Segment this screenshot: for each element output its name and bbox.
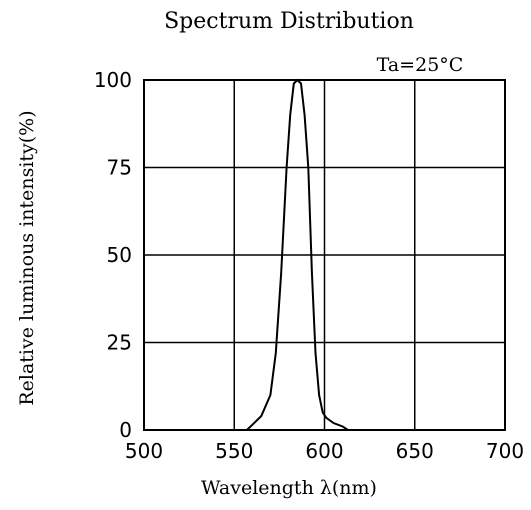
x-tick-label: 500 xyxy=(125,439,163,463)
grid xyxy=(144,80,505,430)
x-tick-label: 650 xyxy=(396,439,434,463)
x-tick-label: 700 xyxy=(486,439,524,463)
chart-title: Spectrum Distribution xyxy=(164,9,414,34)
x-axis-label: Wavelength λ(nm) xyxy=(201,477,377,499)
y-tick-label: 100 xyxy=(94,68,132,92)
y-tick-label: 75 xyxy=(107,156,132,180)
temperature-annotation: Ta=25°C xyxy=(377,54,464,76)
y-tick-label: 0 xyxy=(119,418,132,442)
plot-area xyxy=(143,79,506,431)
x-tick-label: 550 xyxy=(215,439,253,463)
y-tick-label: 25 xyxy=(107,331,132,355)
spectrum-curve xyxy=(246,78,349,431)
y-tick-label: 50 xyxy=(107,243,132,267)
y-axis-ticks: 0 25 50 75 100 xyxy=(94,68,132,442)
y-axis-label: Relative luminous intensity(%) xyxy=(16,110,38,405)
x-tick-label: 600 xyxy=(305,439,343,463)
x-axis-ticks: 500 550 600 650 700 xyxy=(125,439,524,463)
